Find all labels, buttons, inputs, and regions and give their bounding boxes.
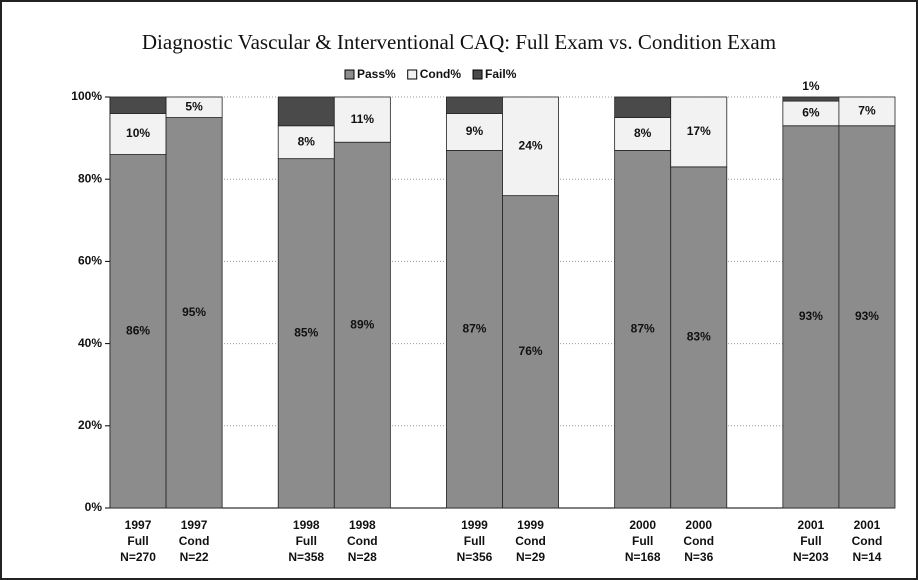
x-tick-label: 1997 <box>125 518 152 532</box>
bar-segment <box>446 150 503 509</box>
bar-segment <box>614 150 672 509</box>
x-tick-label: 1999 <box>461 518 488 532</box>
data-label: 9% <box>466 124 484 138</box>
x-tick-label: N=358 <box>288 550 324 564</box>
x-tick-label: N=270 <box>120 550 156 564</box>
data-label: 86% <box>126 323 150 337</box>
y-tick-label: 100% <box>71 89 102 103</box>
data-label: 83% <box>687 330 711 344</box>
y-tick-label: 80% <box>78 171 102 185</box>
data-label: 93% <box>855 309 879 323</box>
x-tick-label: N=29 <box>516 550 545 564</box>
x-tick-label: Cond <box>347 534 378 548</box>
bar-segment <box>670 166 728 509</box>
x-tick-label: 1998 <box>293 518 320 532</box>
x-tick-label: N=168 <box>625 550 661 564</box>
x-tick-label: 2000 <box>685 518 712 532</box>
data-label: 93% <box>799 309 823 323</box>
bar-segment <box>838 96 896 127</box>
x-tick-label: Full <box>800 534 821 548</box>
bar-segment <box>446 96 503 114</box>
data-label: 17% <box>687 124 711 138</box>
bar-segment <box>782 96 840 102</box>
data-label: 87% <box>462 321 486 335</box>
data-label: 24% <box>519 138 543 152</box>
x-tick-label: Cond <box>515 534 546 548</box>
data-label: 76% <box>519 344 543 358</box>
y-tick-label: 40% <box>78 336 102 350</box>
data-label: 95% <box>182 305 206 319</box>
x-tick-label: 1999 <box>517 518 544 532</box>
data-label: 6% <box>802 106 820 120</box>
x-tick-label: Full <box>464 534 485 548</box>
data-label: 11% <box>351 112 375 126</box>
chart-title: Diagnostic Vascular & Interventional CAQ… <box>142 30 776 54</box>
bar-segment <box>277 125 335 160</box>
bar-segment <box>782 125 840 509</box>
x-tick-label: 1998 <box>349 518 376 532</box>
data-label: 5% <box>185 99 203 113</box>
data-label: 7% <box>858 104 876 118</box>
bar-segment <box>109 96 167 114</box>
bar-segment <box>333 141 391 509</box>
legend-swatch <box>472 69 483 80</box>
bar-segment <box>277 96 335 127</box>
data-label: 1% <box>802 79 820 93</box>
bar-segment <box>502 96 559 197</box>
y-tick-label: 60% <box>78 254 102 268</box>
x-tick-label: 2000 <box>629 518 656 532</box>
legend-label: Pass% <box>357 67 396 81</box>
bar-segment <box>277 158 335 509</box>
bar-segment <box>614 117 672 151</box>
y-tick-label: 20% <box>78 418 102 432</box>
x-tick-label: N=14 <box>852 550 881 564</box>
x-tick-label: 1997 <box>181 518 208 532</box>
bar-segment <box>109 113 167 155</box>
bar-segment <box>446 113 503 151</box>
bar-segment <box>670 96 728 168</box>
x-tick-label: Cond <box>683 534 714 548</box>
x-tick-label: N=203 <box>793 550 829 564</box>
y-tick-label: 0% <box>85 500 103 514</box>
legend-label: Cond% <box>420 67 462 81</box>
bar-segment <box>165 96 223 118</box>
bar-segment <box>165 117 223 509</box>
x-tick-label: Full <box>127 534 148 548</box>
x-tick-label: 2001 <box>798 518 825 532</box>
x-tick-label: N=36 <box>684 550 713 564</box>
x-tick-label: Full <box>296 534 317 548</box>
bar-segment <box>109 154 167 509</box>
x-tick-label: Cond <box>852 534 883 548</box>
x-tick-label: N=356 <box>457 550 493 564</box>
data-label: 8% <box>298 134 316 148</box>
data-label: 85% <box>294 325 318 339</box>
x-tick-label: 2001 <box>854 518 881 532</box>
x-tick-label: N=28 <box>348 550 377 564</box>
data-label: 87% <box>631 321 655 335</box>
data-label: 89% <box>350 317 374 331</box>
legend-swatch <box>407 69 418 80</box>
data-label: 10% <box>126 126 150 140</box>
bar-segment <box>614 96 672 118</box>
x-tick-label: N=22 <box>180 550 209 564</box>
bar-segment <box>782 100 840 127</box>
data-label: 8% <box>634 126 652 140</box>
bar-segment <box>333 96 391 143</box>
x-tick-label: Cond <box>179 534 210 548</box>
x-tick-label: Full <box>632 534 653 548</box>
legend-label: Fail% <box>485 67 517 81</box>
legend-swatch <box>344 69 355 80</box>
